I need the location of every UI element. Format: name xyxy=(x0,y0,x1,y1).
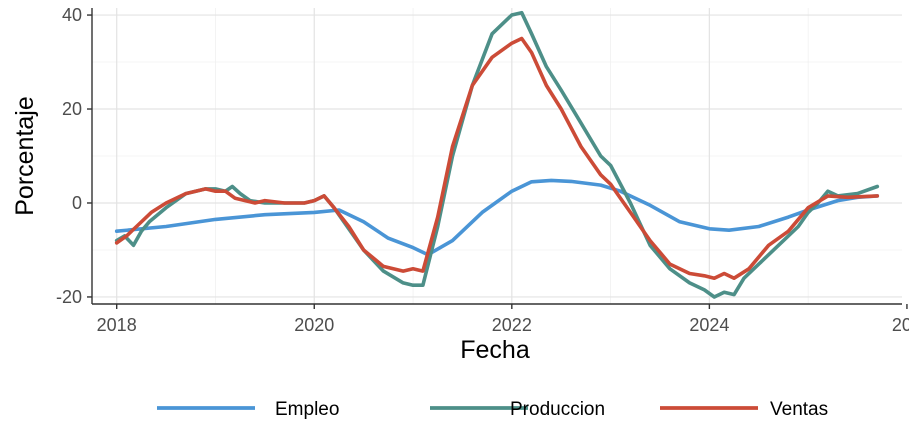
x-tick-label: 2022 xyxy=(492,315,532,335)
legend-label-ventas: Ventas xyxy=(770,399,828,420)
series-line-ventas xyxy=(114,36,880,280)
y-tick-label: 20 xyxy=(62,99,82,119)
y-axis-title: Porcentaje xyxy=(11,96,39,216)
series-lines xyxy=(114,10,880,299)
x-tick-label: 2020 xyxy=(294,315,334,335)
x-tick-label: 2024 xyxy=(689,315,729,335)
legend-label-empleo: Empleo xyxy=(275,399,339,420)
x-axis-title: Fecha xyxy=(460,336,530,364)
x-tick-label: 2018 xyxy=(97,315,137,335)
y-tick-label: 0 xyxy=(72,193,82,213)
tick-labels: -20 0 20 40 2018 2020 2022 2024 202 xyxy=(56,5,909,335)
y-tick-label: 40 xyxy=(62,5,82,25)
legend: Empleo Produccion Ventas xyxy=(157,399,828,420)
y-tick-label: -20 xyxy=(56,287,82,307)
axes xyxy=(87,8,908,309)
series-line-empleo xyxy=(114,178,880,257)
legend-label-produccion: Produccion xyxy=(510,399,605,420)
x-tick-label: 202 xyxy=(892,315,909,335)
